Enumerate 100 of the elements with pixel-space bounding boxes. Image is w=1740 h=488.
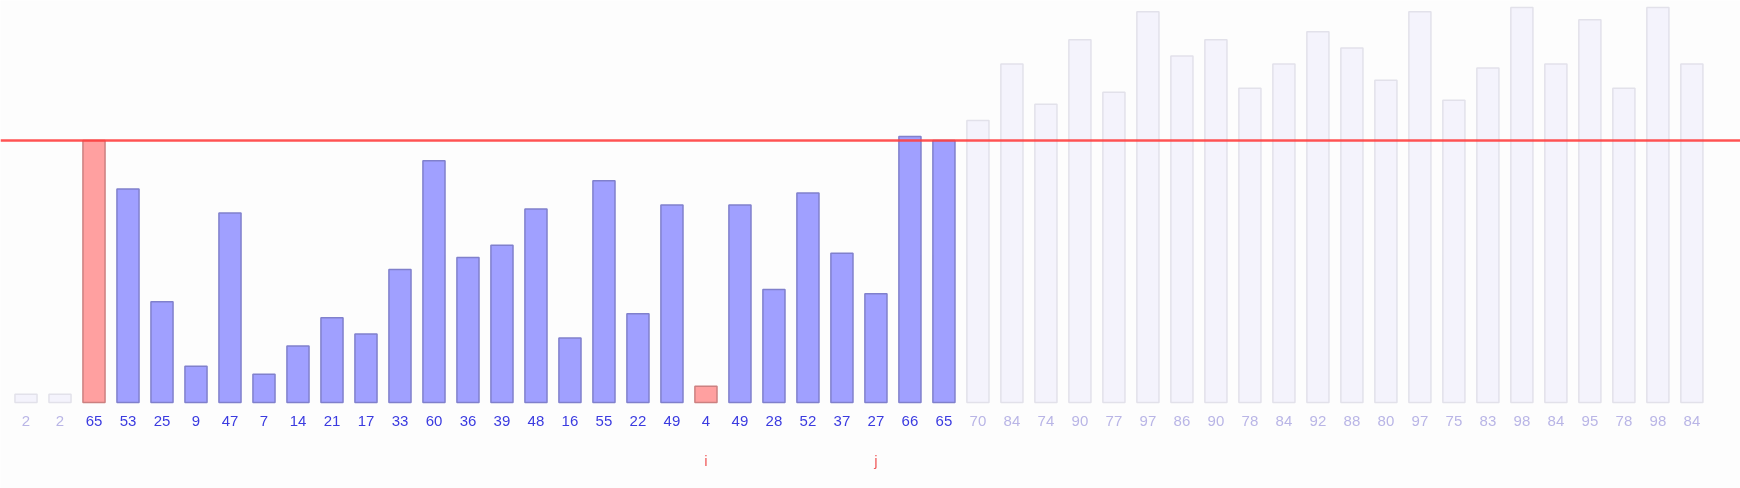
data-label: 84 xyxy=(1547,411,1565,429)
bar xyxy=(1000,63,1024,404)
bar xyxy=(14,393,38,404)
bar xyxy=(490,244,514,404)
bar xyxy=(252,373,276,404)
bar xyxy=(966,119,990,404)
bar xyxy=(1340,47,1364,404)
data-label: 92 xyxy=(1309,411,1327,429)
data-label: 90 xyxy=(1071,411,1089,429)
data-label: 97 xyxy=(1411,411,1429,429)
data-label: 65 xyxy=(85,411,103,429)
data-label: 37 xyxy=(833,411,851,429)
data-label: 86 xyxy=(1173,411,1191,429)
bar xyxy=(558,337,582,404)
bar xyxy=(1510,6,1534,404)
bar xyxy=(1034,103,1058,404)
data-label: 75 xyxy=(1445,411,1463,429)
data-label: 2 xyxy=(21,411,31,429)
data-label: 70 xyxy=(969,411,987,429)
data-label: 36 xyxy=(459,411,477,429)
bar xyxy=(898,135,922,404)
data-label: 22 xyxy=(629,411,647,429)
data-label: 2 xyxy=(55,411,65,429)
data-label: 28 xyxy=(765,411,783,429)
data-label: 65 xyxy=(935,411,953,429)
data-label: 14 xyxy=(289,411,307,429)
bar xyxy=(422,159,446,404)
bar xyxy=(1680,63,1704,404)
bar xyxy=(932,139,956,404)
bar xyxy=(830,252,854,404)
bar xyxy=(388,268,412,404)
text: j xyxy=(873,451,878,469)
bar xyxy=(796,192,820,404)
data-label: 7 xyxy=(259,411,269,429)
bar xyxy=(320,317,344,404)
bar xyxy=(1238,87,1262,404)
data-label: 25 xyxy=(153,411,171,429)
bar xyxy=(762,288,786,404)
bar xyxy=(1136,10,1160,404)
data-label: 88 xyxy=(1343,411,1361,429)
data-label: 78 xyxy=(1241,411,1259,429)
data-label: 98 xyxy=(1513,411,1531,429)
bar xyxy=(150,300,174,404)
data-label: 77 xyxy=(1105,411,1123,429)
bar xyxy=(218,212,242,404)
data-label: 84 xyxy=(1003,411,1021,429)
bar xyxy=(864,292,888,404)
bar xyxy=(82,139,106,404)
data-label: 98 xyxy=(1649,411,1667,429)
data-label: 53 xyxy=(119,411,137,429)
bar xyxy=(1476,67,1500,404)
bar xyxy=(1544,63,1568,404)
data-label: 95 xyxy=(1581,411,1599,429)
data-label: 52 xyxy=(799,411,817,429)
data-label: 39 xyxy=(493,411,511,429)
bar xyxy=(48,393,72,404)
bar xyxy=(286,345,310,404)
data-label: 47 xyxy=(221,411,239,429)
data-label: 9 xyxy=(191,411,201,429)
data-label: 84 xyxy=(1275,411,1293,429)
data-label: 17 xyxy=(357,411,375,429)
bar xyxy=(1612,87,1636,404)
data-label: 74 xyxy=(1037,411,1055,429)
data-label: 66 xyxy=(901,411,919,429)
bar xyxy=(626,313,650,404)
bar xyxy=(1578,18,1602,404)
bar xyxy=(184,365,208,404)
data-label: 33 xyxy=(391,411,409,429)
bar xyxy=(1068,39,1092,404)
bar xyxy=(524,208,548,404)
bar xyxy=(1102,91,1126,404)
bar xyxy=(1204,39,1228,404)
data-label: 80 xyxy=(1377,411,1395,429)
data-label: 4 xyxy=(701,411,711,429)
data-label: 21 xyxy=(323,411,341,429)
data-label: 49 xyxy=(663,411,681,429)
bar xyxy=(1374,79,1398,404)
text: i xyxy=(704,451,708,469)
bar xyxy=(1442,99,1466,404)
bar xyxy=(728,204,752,404)
bar xyxy=(592,180,616,404)
data-label: 83 xyxy=(1479,411,1497,429)
data-label: 60 xyxy=(425,411,443,429)
bar xyxy=(1646,6,1670,404)
data-label: 48 xyxy=(527,411,545,429)
bar xyxy=(1272,63,1296,404)
bar xyxy=(1306,31,1330,404)
bar xyxy=(694,385,718,404)
bar xyxy=(660,204,684,404)
bar xyxy=(456,256,480,404)
data-label: 27 xyxy=(867,411,885,429)
data-label: 84 xyxy=(1683,411,1701,429)
bar xyxy=(116,188,140,404)
data-label: 49 xyxy=(731,411,749,429)
data-label: 16 xyxy=(561,411,579,429)
data-label: 78 xyxy=(1615,411,1633,429)
data-label: 55 xyxy=(595,411,613,429)
data-label: 90 xyxy=(1207,411,1225,429)
bar xyxy=(1170,55,1194,404)
bar xyxy=(1408,10,1432,404)
